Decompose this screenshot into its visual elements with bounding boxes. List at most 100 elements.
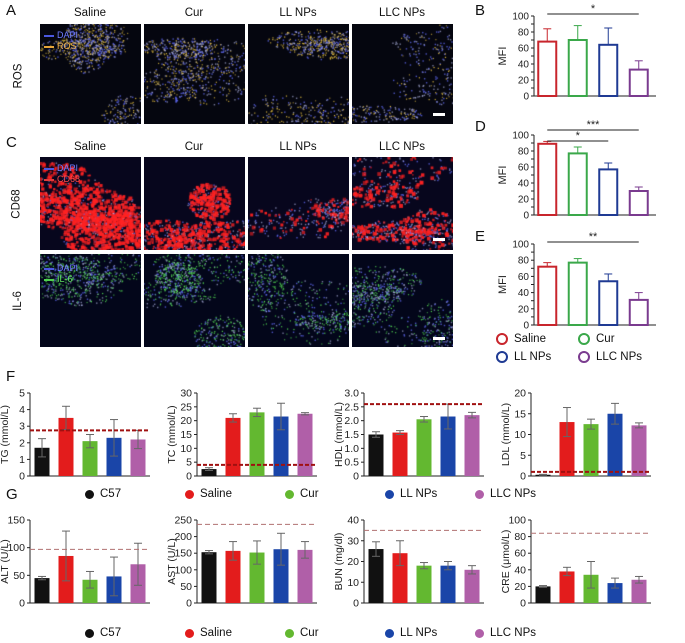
- ldl-bar: [559, 422, 575, 476]
- tc-y-axis-label: TC (mmol/L): [166, 405, 178, 463]
- legend-label: C57: [100, 488, 122, 500]
- e-y-tick-label: 20: [518, 304, 530, 315]
- ast-y-tick-label: 50: [180, 581, 192, 593]
- stain-legend-ros: ROS: [44, 41, 78, 52]
- d-bar: [567, 152, 588, 216]
- legend-item-ll-nps: LL NPs: [385, 627, 437, 639]
- d-significance-label: *: [576, 130, 581, 142]
- stain-label: DAPI: [57, 263, 79, 273]
- legend-marker-icon: [85, 489, 94, 499]
- hdl-y-tick-label: 2.0: [344, 415, 359, 427]
- legend-label: LLC NPs: [596, 351, 643, 363]
- b-bar: [537, 40, 558, 97]
- bun-y-tick-label: 10: [347, 577, 359, 589]
- ldl-y-tick-label: 10: [514, 429, 526, 441]
- cre-bar: [535, 586, 551, 603]
- ast-bar: [273, 549, 289, 603]
- tc-bar: [297, 413, 313, 476]
- il6-swatch: [44, 278, 54, 281]
- cre-y-tick-label: 40: [514, 564, 526, 576]
- tc-y-tick-label: 15: [180, 429, 192, 441]
- ast-y-tick-label: 150: [174, 548, 192, 560]
- tc-y-tick-label: 30: [180, 388, 192, 400]
- stain-legend-dapi: DAPI: [44, 30, 78, 41]
- b-y-tick-label: 80: [518, 28, 530, 39]
- bun-y-tick-label: 30: [347, 535, 359, 547]
- legend-item-llc-nps: LLC NPs: [578, 351, 642, 363]
- e-y-tick-label: 60: [518, 272, 530, 283]
- hdl-bar: [368, 434, 384, 476]
- legend-marker-icon: [578, 351, 590, 363]
- il6-stain-legend: DAPI IL-6: [44, 263, 78, 285]
- cre-y-tick-label: 20: [514, 581, 526, 593]
- col-header-cur: Cur: [184, 7, 204, 19]
- ros-swatch: [44, 45, 54, 48]
- legend-marker-icon: [85, 628, 94, 638]
- ast-y-tick-label: 250: [174, 515, 192, 527]
- cre-bar: [583, 574, 599, 603]
- panel-label-a: A: [6, 2, 17, 19]
- tg-bar: [82, 441, 98, 476]
- d-bar: [598, 168, 619, 216]
- d-y-tick-label: 40: [518, 179, 530, 190]
- e-bar: [598, 280, 619, 327]
- d-bar: [628, 190, 649, 216]
- dapi-swatch: [44, 167, 54, 170]
- legend-label: Cur: [596, 333, 615, 345]
- ros-stain-legend: DAPI ROS: [44, 30, 78, 52]
- cre-bar: [631, 579, 647, 603]
- ros-micrograph-saline: [40, 24, 141, 124]
- ldl-bar: [631, 425, 647, 476]
- b-bar: [567, 39, 588, 97]
- tc-bar: [249, 412, 265, 476]
- b-y-tick-label: 60: [518, 44, 530, 55]
- tc-y-tick-label: 0: [186, 471, 192, 483]
- hdl-y-tick-label: 1.0: [344, 443, 359, 455]
- il6-micrograph-saline: [40, 254, 141, 347]
- legend-label: Saline: [200, 488, 232, 500]
- ldl-bar: [583, 424, 599, 476]
- legend-item-cur: Cur: [285, 627, 319, 639]
- tc-y-tick-label: 10: [180, 443, 192, 455]
- stain-label: CD68: [57, 174, 81, 184]
- legend-label: LLC NPs: [490, 488, 537, 500]
- legend-item-cur: Cur: [578, 333, 615, 345]
- alt-y-tick-label: 50: [13, 570, 25, 582]
- hdl-bar: [392, 432, 408, 476]
- ldl-y-tick-label: 5: [520, 450, 526, 462]
- b-bar: [598, 43, 619, 97]
- bun-y-tick-label: 40: [347, 515, 359, 527]
- col-header-cur-c: Cur: [184, 141, 204, 153]
- legend-item-c57: C57: [85, 488, 121, 500]
- cd68-stain-legend: DAPI CD68: [44, 163, 80, 185]
- legend-marker-icon: [285, 489, 294, 499]
- d-y-tick-label: 20: [518, 195, 530, 206]
- stain-label: ROS: [57, 41, 77, 51]
- cre-y-tick-label: 80: [514, 531, 526, 543]
- cre-y-tick-label: 60: [514, 548, 526, 560]
- alt-y-tick-label: 100: [7, 542, 25, 554]
- panel-label-b: B: [475, 2, 486, 19]
- stain-legend-il6: IL-6: [44, 274, 78, 285]
- hdl-y-axis-label: HDL (mmol/L): [333, 402, 345, 467]
- cd68-micrograph-llc-nps: [352, 157, 453, 250]
- b-bar: [628, 68, 649, 97]
- d-y-tick-label: 100: [512, 131, 529, 142]
- tg-y-tick-label: 5: [19, 388, 25, 400]
- legend-marker-icon: [185, 489, 194, 499]
- hdl-y-tick-label: 1.5: [344, 429, 359, 441]
- stain-label: DAPI: [57, 30, 79, 40]
- col-header-llc-nps: LLC NPs: [378, 7, 426, 19]
- scale-bar-ros: [433, 113, 445, 116]
- e-bar: [537, 265, 558, 326]
- legend-item-saline: Saline: [496, 333, 546, 345]
- legend-label: Saline: [514, 333, 546, 345]
- b-y-tick-label: 0: [523, 92, 529, 103]
- cre-y-tick-label: 0: [520, 598, 526, 610]
- tc-bar: [273, 416, 289, 476]
- b-y-tick-label: 100: [512, 12, 529, 23]
- legend-marker-icon: [285, 628, 294, 638]
- legend-item-saline: Saline: [185, 627, 232, 639]
- b-y-tick-label: 20: [518, 76, 530, 87]
